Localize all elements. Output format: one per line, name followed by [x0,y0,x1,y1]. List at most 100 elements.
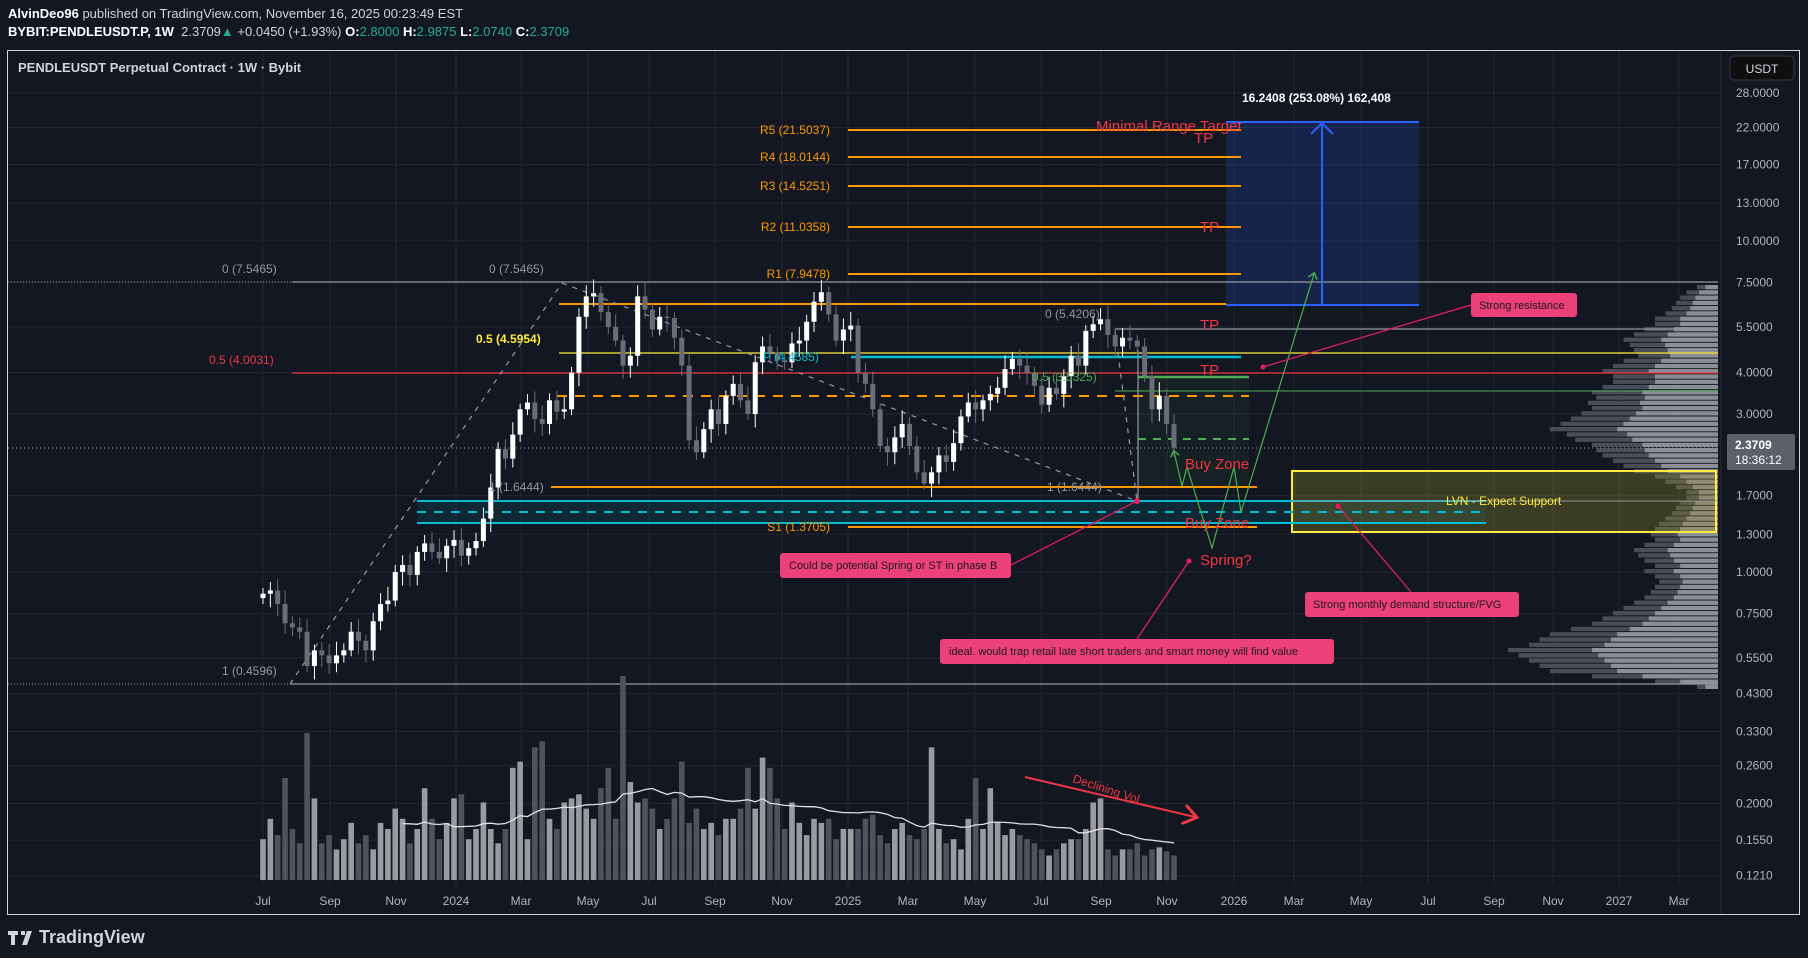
tp-label-r2[interactable]: TP [1200,219,1219,236]
strong-resistance-callout[interactable] [1471,293,1577,317]
candle[interactable] [304,619,310,672]
candle[interactable] [502,439,508,470]
candle[interactable] [664,304,670,332]
candle[interactable] [605,302,611,335]
candle[interactable] [385,586,391,612]
candle[interactable] [370,612,376,661]
candle[interactable] [1002,355,1008,396]
candle[interactable] [840,318,846,355]
candle[interactable] [1156,382,1162,422]
candle[interactable] [693,426,699,460]
spring-phase-b-callout[interactable] [780,553,1011,578]
candle[interactable] [936,447,942,485]
minimal-range-target-label[interactable]: Minimal Range Target [1096,118,1242,135]
candle[interactable] [282,590,288,634]
candle[interactable] [1171,414,1177,457]
candle[interactable] [774,346,780,370]
candle[interactable] [708,399,714,443]
candle[interactable] [356,619,362,655]
candle[interactable] [341,643,347,663]
candle[interactable] [745,386,751,420]
candle[interactable] [855,318,861,384]
candle[interactable] [436,538,442,565]
candle[interactable] [1075,343,1081,377]
candle[interactable] [951,429,957,471]
candle[interactable] [554,390,560,421]
candle[interactable] [392,564,398,607]
candle[interactable] [539,405,545,436]
buy-zone-label-lower[interactable]: Buy Zone [1185,515,1249,532]
candle[interactable] [752,355,758,428]
candle[interactable] [848,311,854,342]
candle[interactable] [884,437,890,466]
candle[interactable] [458,527,464,567]
candle[interactable] [1083,325,1089,375]
candle[interactable] [818,279,824,311]
fib-recent-diagonal[interactable] [1114,329,1138,502]
candle[interactable] [958,409,964,451]
candle[interactable] [311,644,317,680]
tp-label-lower[interactable]: TP [1200,362,1219,379]
candle[interactable] [760,336,766,375]
candle[interactable] [987,385,993,411]
candle[interactable] [517,403,523,442]
candle[interactable] [716,396,721,436]
buy-zone-label-upper[interactable]: Buy Zone [1185,456,1249,473]
tp-label-upper[interactable]: TP [1200,317,1219,334]
candle[interactable] [862,362,868,393]
candle[interactable] [1039,377,1045,414]
candle[interactable] [649,302,655,337]
candle[interactable] [326,644,332,674]
fib-diagonals[interactable] [289,282,1138,685]
fib-impulse-diagonal[interactable] [289,282,563,685]
candle[interactable] [1009,351,1015,375]
candle[interactable] [414,546,420,586]
candle[interactable] [980,394,986,422]
candle[interactable] [789,332,795,369]
candle[interactable] [730,375,736,405]
candle[interactable] [495,442,501,500]
candle[interactable] [1024,353,1030,385]
candle[interactable] [591,279,597,307]
candle[interactable] [657,307,663,336]
tradingview-logo[interactable]: TradingView [8,927,145,948]
candle[interactable] [1105,305,1111,349]
candle[interactable] [260,588,266,604]
tp-label-r5[interactable]: TP [1194,130,1213,147]
candle[interactable] [914,436,920,480]
candle[interactable] [1017,349,1023,380]
candle[interactable] [826,286,832,322]
candle[interactable] [576,308,582,387]
candle[interactable] [289,616,295,637]
candle[interactable] [422,535,428,561]
candle[interactable] [701,422,707,459]
candle[interactable] [767,334,773,363]
candle[interactable] [804,314,810,353]
candle[interactable] [995,376,1001,403]
candle[interactable] [929,466,935,498]
candle[interactable] [267,582,273,608]
candle[interactable] [1134,334,1140,354]
projection-path[interactable] [1181,274,1314,551]
candle[interactable] [488,473,494,533]
candle[interactable] [620,334,626,380]
candle[interactable] [943,444,949,473]
candle[interactable] [1046,376,1052,413]
candle[interactable] [444,538,450,572]
candle[interactable] [319,641,325,668]
candle[interactable] [532,391,538,433]
candle[interactable] [877,403,883,452]
time-axis[interactable]: Jul Sep Nov 2024 Mar May Jul Sep Nov 2025 Mar May Ju… [255,894,1689,908]
candles[interactable] [260,279,1177,680]
candle[interactable] [1098,308,1104,331]
candle[interactable] [378,593,384,631]
candle[interactable] [569,367,575,416]
candle[interactable] [598,286,604,321]
candle[interactable] [561,396,567,420]
candle[interactable] [782,352,788,370]
candle[interactable] [1127,325,1133,350]
candle[interactable] [1112,327,1118,359]
candle[interactable] [921,459,927,490]
candle[interactable] [524,394,530,416]
